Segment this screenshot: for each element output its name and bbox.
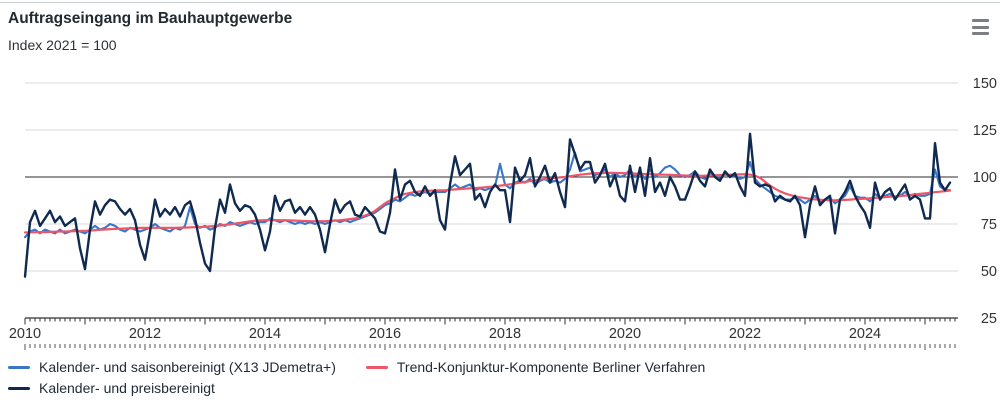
legend-label: Kalender- und saisonbereinigt (X13 JDeme… [39, 359, 336, 375]
chart-subtitle: Index 2021 = 100 [8, 37, 117, 53]
chart-legend: Kalender- und saisonbereinigt (X13 JDeme… [8, 359, 705, 396]
x-axis-label: 2024 [849, 326, 881, 342]
x-axis-label: 2016 [369, 326, 401, 342]
legend-item-saisonbereinigt[interactable]: Kalender- und saisonbereinigt (X13 JDeme… [8, 359, 336, 375]
legend-row: Kalender- und saisonbereinigt (X13 JDeme… [8, 359, 705, 375]
top-divider [0, 2, 1000, 3]
legend-row: Kalender- und preisbereinigt [8, 380, 705, 396]
y-axis-label: 150 [973, 76, 997, 92]
y-axis-label: 125 [973, 123, 997, 139]
y-axis-label: 50 [981, 264, 997, 280]
legend-item-preisbereinigt[interactable]: Kalender- und preisbereinigt [8, 380, 215, 396]
chart-title: Auftragseingang im Bauhauptgewerbe [8, 10, 293, 27]
x-axis-label: 2018 [489, 326, 521, 342]
x-axis-label: 2022 [729, 326, 761, 342]
legend-swatch-red-icon [365, 365, 388, 369]
x-axis-label: 2020 [609, 326, 641, 342]
menu-icon [972, 19, 989, 22]
legend-swatch-blue-icon [8, 365, 30, 369]
menu-icon [972, 25, 989, 29]
y-axis-label: 75 [981, 217, 997, 233]
y-axis-label: 100 [973, 170, 997, 186]
menu-icon [972, 32, 989, 35]
chart-menu-button[interactable] [972, 19, 990, 35]
legend-swatch-navy-icon [8, 386, 30, 390]
series-line-2 [23, 132, 952, 278]
x-axis-label: 2014 [249, 326, 281, 342]
x-axis-label: 2012 [129, 326, 161, 342]
legend-item-trend[interactable]: Trend-Konjunktur-Komponente Berliner Ver… [365, 359, 706, 375]
y-axis-label: 25 [981, 311, 997, 327]
legend-label: Trend-Konjunktur-Komponente Berliner Ver… [396, 359, 706, 375]
legend-label: Kalender- und preisbereinigt [39, 380, 215, 396]
x-axis-label: 2010 [9, 326, 41, 342]
series-line-0 [23, 151, 952, 239]
